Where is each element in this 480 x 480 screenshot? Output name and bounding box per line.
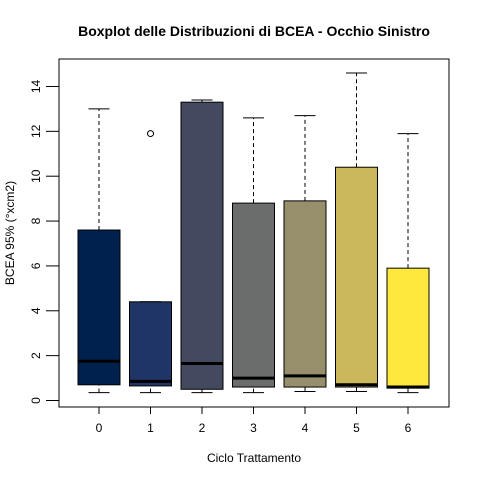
y-tick-label: 14 bbox=[29, 79, 43, 93]
y-tick-label: 12 bbox=[29, 124, 43, 138]
x-tick-label: 2 bbox=[199, 421, 206, 435]
y-axis-label: BCEA 95% (°xcm2) bbox=[3, 181, 17, 285]
y-tick-label: 0 bbox=[29, 397, 43, 404]
box-3 bbox=[232, 202, 275, 388]
box-2 bbox=[180, 101, 224, 390]
box-0 bbox=[77, 229, 121, 386]
y-tick-label: 8 bbox=[29, 217, 43, 224]
box-6 bbox=[386, 267, 430, 389]
y-tick-label: 4 bbox=[29, 307, 43, 314]
x-tick-label: 0 bbox=[96, 421, 103, 435]
box-1 bbox=[129, 301, 172, 387]
box-4 bbox=[283, 200, 327, 388]
x-tick-label: 4 bbox=[302, 421, 309, 435]
y-tick-label: 10 bbox=[29, 169, 43, 183]
x-tick-label: 1 bbox=[147, 421, 154, 435]
chart-title: Boxplot delle Distribuzioni di BCEA - Oc… bbox=[78, 23, 430, 39]
x-tick-label: 3 bbox=[250, 421, 257, 435]
box-5 bbox=[335, 166, 378, 388]
x-tick-label: 5 bbox=[353, 421, 360, 435]
outlier-point bbox=[147, 130, 154, 138]
y-tick-label: 6 bbox=[29, 262, 43, 269]
y-tick-label: 2 bbox=[29, 352, 43, 359]
x-tick-label: 6 bbox=[405, 421, 412, 435]
x-axis-label: Ciclo Trattamento bbox=[207, 451, 301, 465]
